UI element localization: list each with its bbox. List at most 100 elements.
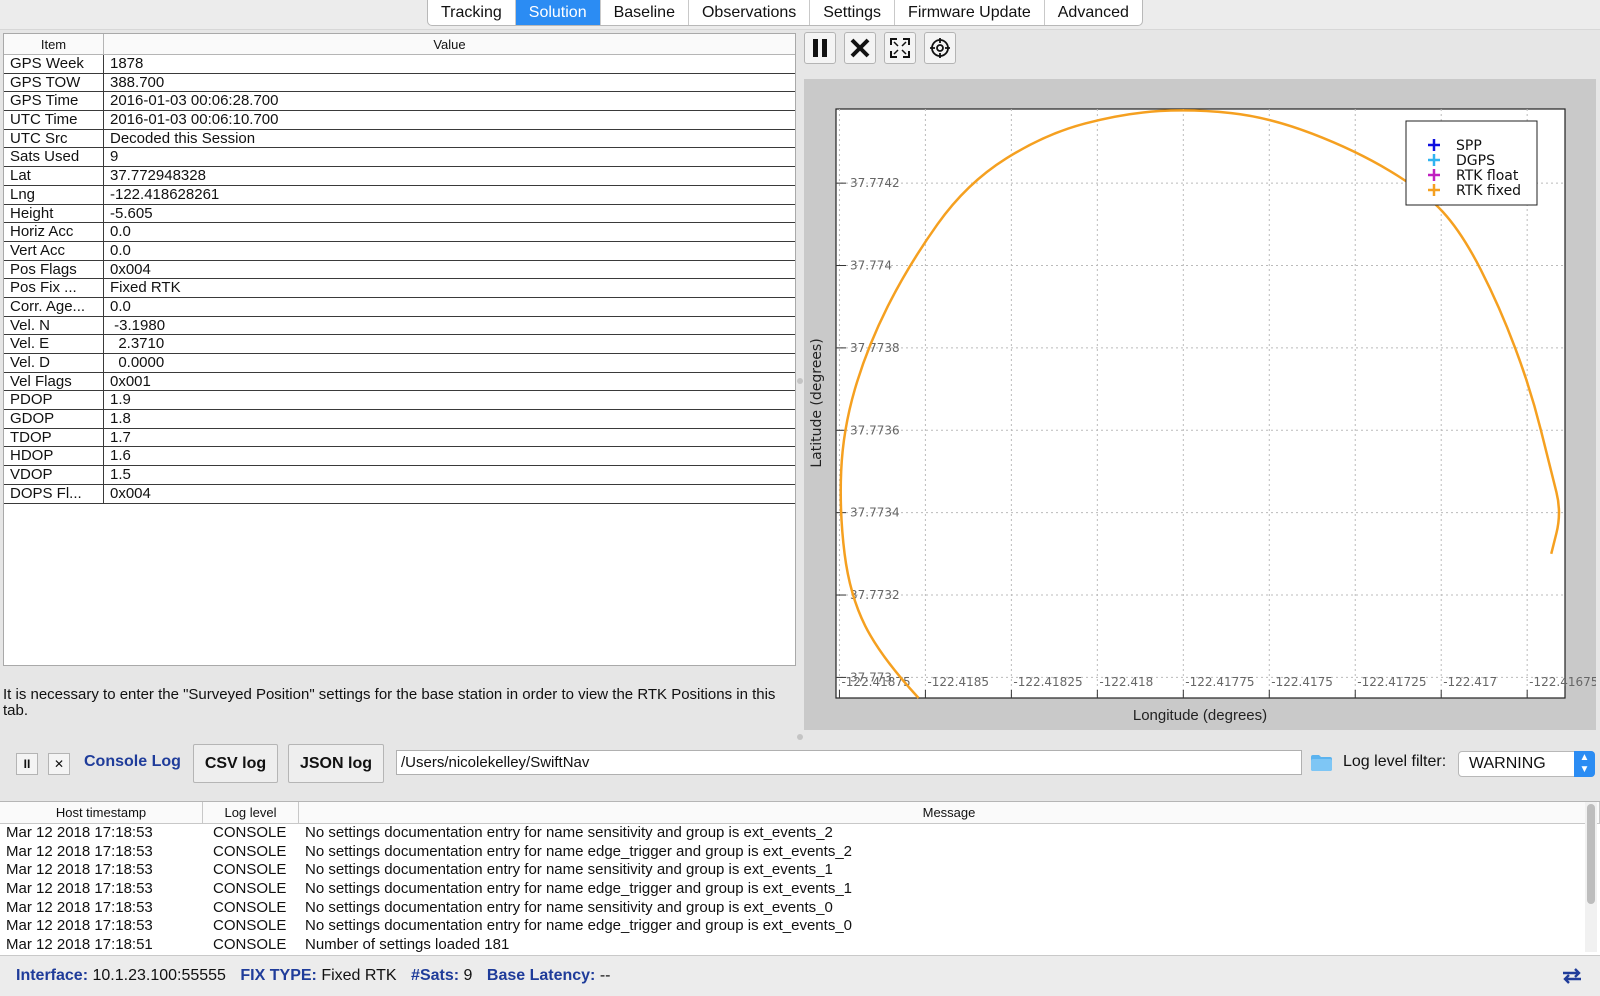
solution-value: 0x004	[110, 260, 151, 278]
solution-row[interactable]: Height -5.605	[4, 204, 795, 224]
solution-row[interactable]: Sats Used 9	[4, 148, 795, 168]
tab-firmware-update[interactable]: Firmware Update	[895, 0, 1045, 25]
log-row[interactable]: Mar 12 2018 17:18:53 CONSOLE No settings d…	[0, 880, 1600, 899]
solution-item: Height	[4, 204, 104, 223]
column-header-timestamp[interactable]: Host timestamp	[0, 802, 203, 823]
solution-item: Pos Fix ...	[4, 279, 104, 297]
tab-solution[interactable]: Solution	[515, 0, 601, 25]
solution-row[interactable]: Lng -122.418628261	[4, 185, 795, 205]
log-message: No settings documentation entry for name…	[305, 824, 833, 841]
solution-value: 9	[110, 148, 119, 166]
solution-row[interactable]: Vel Flags 0x001	[4, 372, 795, 392]
tab-advanced[interactable]: Advanced	[1057, 4, 1129, 21]
log-message: No settings documentation entry for name…	[305, 842, 853, 860]
console-clear-button[interactable]: ✕	[48, 753, 70, 775]
solution-row[interactable]: Pos Fix ... Fixed RTK	[4, 279, 795, 298]
solution-item: DOPS Fl...	[4, 484, 104, 503]
json-log-button[interactable]: JSON log	[288, 744, 384, 783]
y-tick-label: 37.773	[850, 670, 892, 684]
tab-settings[interactable]: Settings	[810, 0, 896, 25]
column-header-message[interactable]: Message	[299, 802, 1600, 823]
solution-row[interactable]: UTC Src Decoded this Session	[4, 129, 795, 149]
solution-row[interactable]: PDOP 1.9	[4, 391, 795, 411]
log-scrollbar[interactable]	[1585, 802, 1597, 952]
clear-plot-button[interactable]	[844, 32, 876, 64]
tab-tracking[interactable]: Tracking	[428, 0, 516, 25]
solution-value: 0.0	[110, 297, 131, 315]
sync-icon[interactable]	[1560, 966, 1584, 986]
solution-row[interactable]: Vel. D 0.0000	[4, 354, 795, 373]
solution-item: Lat	[4, 167, 104, 185]
log-timestamp: Mar 12 2018 17:18:53	[6, 861, 153, 879]
log-row[interactable]: Mar 12 2018 17:18:51 CONSOLE Number of set…	[0, 936, 1600, 955]
base-latency-label: Base Latency:	[486, 967, 596, 984]
log-row[interactable]: Mar 12 2018 17:18:53 CONSOLE No settings d…	[0, 899, 1600, 918]
solution-row[interactable]: HDOP 1.6	[4, 447, 795, 467]
column-header-log-level[interactable]: Log level	[203, 802, 299, 823]
position-plot[interactable]: -122.41875 -122.4185 -122.41825 -122.418 -12…	[804, 79, 1596, 730]
solution-row[interactable]: TDOP 1.7	[4, 428, 795, 448]
solution-value: 0.0	[110, 223, 131, 241]
sats-label: #Sats:	[411, 967, 460, 984]
log-message: No settings documentation entry for name…	[305, 917, 853, 935]
log-table-header: Host timestamp Log level Message	[0, 802, 1600, 824]
solution-row[interactable]: DOPS Fl... 0x004	[4, 484, 795, 504]
log-rows: Mar 12 2018 17:18:53 CONSOLE No settings d…	[0, 824, 1600, 955]
y-axis-label: Latitude (degrees)	[809, 338, 825, 467]
log-row[interactable]: Mar 12 2018 17:18:53 CONSOLE No settings d…	[0, 843, 1600, 862]
folder-icon[interactable]	[1311, 755, 1332, 771]
solution-row[interactable]: Lat 37.772948328	[4, 167, 795, 186]
y-tick-label: 37.7738	[850, 341, 900, 355]
solution-item: UTC Src	[4, 129, 104, 148]
solution-item: Vert Acc	[4, 241, 104, 260]
solution-row[interactable]: GPS Time 2016-01-03 00:06:28.700	[4, 92, 795, 112]
solution-row[interactable]: Corr. Age... 0.0	[4, 297, 795, 317]
log-message: Number of settings loaded 181	[305, 936, 510, 954]
solution-row[interactable]: Horiz Acc 0.0	[4, 223, 795, 242]
pause-plot-button[interactable]	[804, 32, 836, 64]
log-row[interactable]: Mar 12 2018 17:18:53 CONSOLE No settings d…	[0, 824, 1600, 843]
solution-value: 37.772948328	[110, 167, 206, 185]
tab-strip: Tracking Solution Baseline Observations Sett…	[427, 0, 1143, 26]
plot-ticks: -122.41875 -122.4185 -122.41825 -122.418 -12…	[836, 176, 1596, 698]
solution-row[interactable]: GPS Week 1878	[4, 55, 795, 74]
zoom-fit-button[interactable]	[884, 32, 916, 64]
vertical-splitter-handle[interactable]	[797, 378, 803, 384]
log-level-filter-label: Log level filter:	[1343, 753, 1447, 770]
log-scrollbar-thumb[interactable]	[1587, 804, 1595, 904]
tab-baseline[interactable]: Baseline	[601, 0, 689, 25]
log-path-input[interactable]	[396, 750, 1302, 775]
log-timestamp: Mar 12 2018 17:18:53	[6, 880, 153, 898]
x-tick-label: -122.4185	[927, 675, 989, 689]
solution-value: -5.605	[110, 204, 153, 222]
clear-icon	[850, 38, 870, 58]
solution-row[interactable]: GPS TOW 388.700	[4, 73, 795, 93]
y-tick-label: 37.774	[850, 259, 892, 273]
interface-label: Interface:	[16, 967, 89, 984]
center-on-position-button[interactable]	[924, 32, 956, 64]
y-tick-label: 37.7742	[850, 176, 900, 190]
fix-type-label: FIX TYPE:	[240, 967, 317, 984]
log-row[interactable]: Mar 12 2018 17:18:53 CONSOLE No settings d…	[0, 917, 1600, 936]
console-pause-button[interactable]: II	[16, 753, 38, 775]
fix-type-value: Fixed RTK	[321, 967, 397, 984]
solution-row[interactable]: Vel. N -3.1980	[4, 316, 795, 336]
tab-observations[interactable]: Observations	[689, 0, 811, 25]
x-tick-label: -122.41675	[1529, 675, 1596, 689]
solution-value: -3.1980	[110, 316, 166, 334]
solution-row[interactable]: UTC Time 2016-01-03 00:06:10.700	[4, 111, 795, 130]
solution-row[interactable]: Vert Acc 0.0	[4, 241, 795, 261]
log-row[interactable]: Mar 12 2018 17:18:53 CONSOLE No settings d…	[0, 861, 1600, 880]
solution-row[interactable]: Vel. E 2.3710	[4, 335, 795, 354]
csv-log-button[interactable]: CSV log	[193, 744, 278, 783]
log-level-select[interactable]: WARNING ▲ ▼	[1458, 751, 1595, 777]
column-header-item[interactable]: Item	[4, 34, 104, 54]
solution-row[interactable]: GDOP 1.8	[4, 410, 795, 429]
horizontal-splitter-handle[interactable]	[797, 734, 803, 740]
log-level: CONSOLE	[213, 898, 287, 916]
column-header-value[interactable]: Value	[433, 37, 466, 52]
legend-box	[1405, 120, 1538, 206]
solution-row[interactable]: Pos Flags 0x004	[4, 260, 795, 280]
y-tick-label: 37.7732	[850, 588, 900, 602]
solution-row[interactable]: VDOP 1.5	[4, 466, 795, 485]
